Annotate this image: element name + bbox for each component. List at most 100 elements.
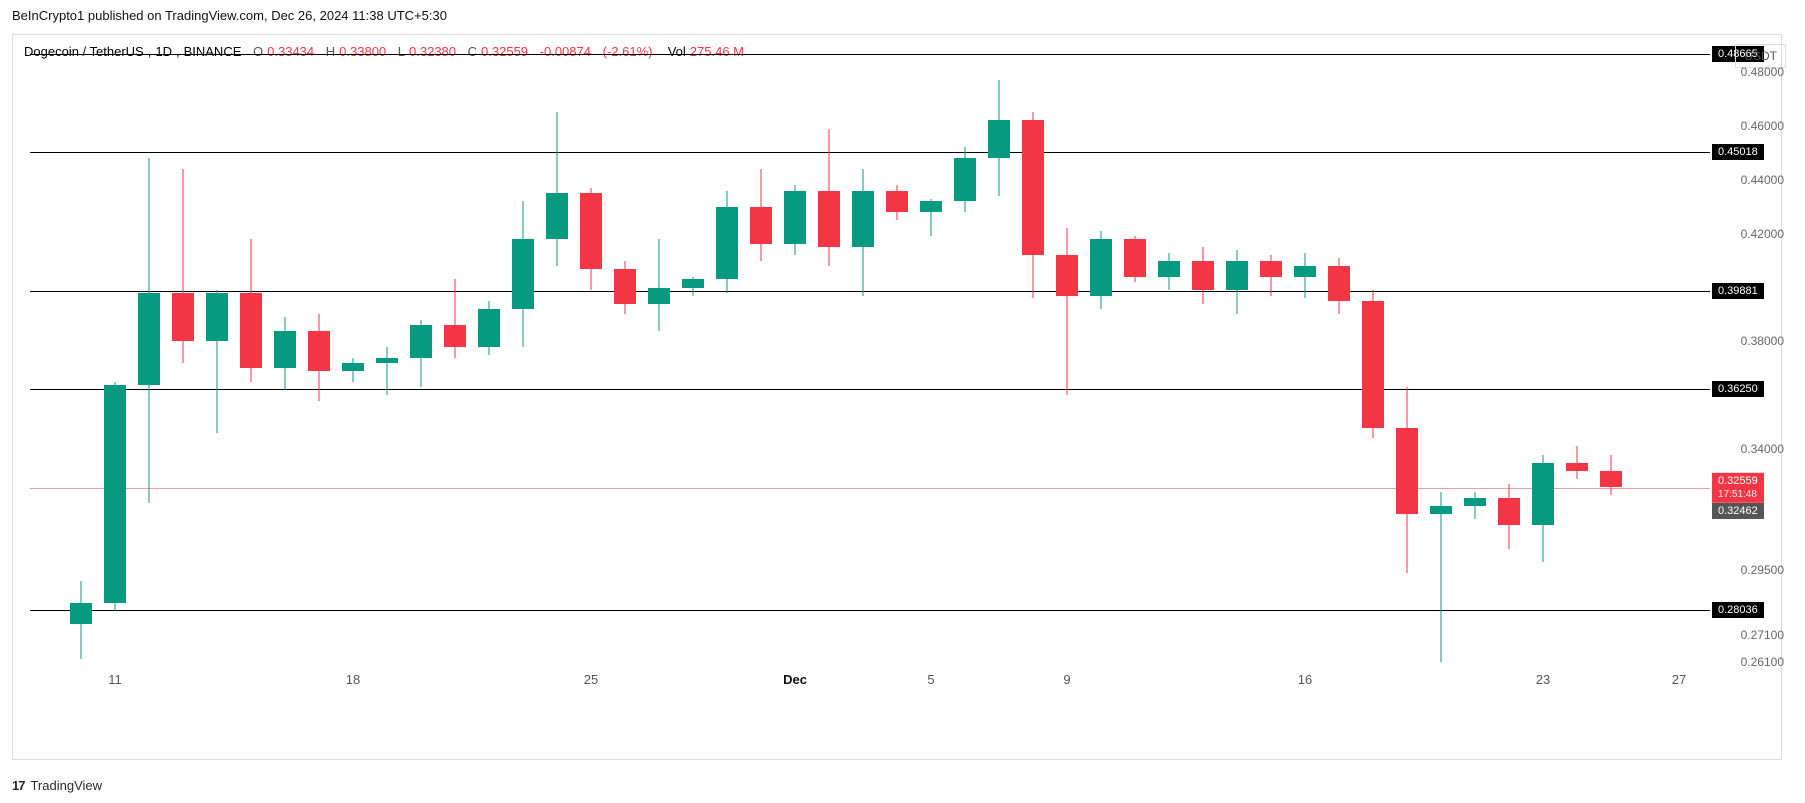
candle[interactable] [614, 72, 636, 662]
y-tick-label: 0.42000 [1741, 227, 1784, 241]
candle[interactable] [580, 72, 602, 662]
candle[interactable] [1430, 72, 1452, 662]
candle[interactable] [1498, 72, 1520, 662]
l-value: 0.32380 [409, 44, 456, 59]
candle[interactable] [648, 72, 670, 662]
y-tick-label: 0.38000 [1741, 334, 1784, 348]
candle[interactable] [206, 72, 228, 662]
x-tick-label: 16 [1298, 672, 1312, 687]
x-tick-label: 11 [108, 672, 122, 687]
candle[interactable] [1464, 72, 1486, 662]
candle[interactable] [1362, 72, 1384, 662]
candle[interactable] [546, 72, 568, 662]
tv-text: TradingView [30, 778, 102, 793]
candle-body [920, 201, 942, 212]
candle[interactable] [682, 72, 704, 662]
candle[interactable] [478, 72, 500, 662]
pair-name: Dogecoin / TetherUS [24, 44, 144, 59]
vol-value: 275.46 M [690, 44, 744, 59]
tv-logo-icon: 17 [12, 778, 24, 793]
candle[interactable] [1056, 72, 1078, 662]
candle[interactable] [1226, 72, 1248, 662]
exchange: BINANCE [184, 44, 242, 59]
y-tick-label: 0.34000 [1741, 442, 1784, 456]
publisher-line: BeInCrypto1 published on TradingView.com… [12, 8, 447, 23]
candle-body [1566, 463, 1588, 471]
y-tick-label: 0.44000 [1741, 173, 1784, 187]
candle-body [512, 239, 534, 309]
symbol-legend: Dogecoin / TetherUS, 1D, BINANCE O0.3343… [24, 44, 744, 59]
y-tick-label: 0.27100 [1741, 628, 1784, 642]
candle[interactable] [1260, 72, 1282, 662]
candle[interactable] [852, 72, 874, 662]
candle[interactable] [716, 72, 738, 662]
candle-body [1294, 266, 1316, 277]
candle-wick [659, 239, 660, 331]
candle-body [1158, 261, 1180, 277]
candle[interactable] [410, 72, 432, 662]
candle-body [988, 120, 1010, 158]
price-level-line [30, 54, 1710, 55]
y-tick-label: 0.26100 [1741, 655, 1784, 669]
candle-body [1396, 428, 1418, 514]
candle-body [852, 191, 874, 248]
chg-pct: (-2.61%) [603, 44, 653, 59]
candle[interactable] [818, 72, 840, 662]
candle-body [886, 191, 908, 213]
candle[interactable] [512, 72, 534, 662]
candle[interactable] [1396, 72, 1418, 662]
candle[interactable] [988, 72, 1010, 662]
candle[interactable] [920, 72, 942, 662]
y-tick-label: 0.46000 [1741, 119, 1784, 133]
candle-body [1056, 255, 1078, 295]
candle-body [1362, 301, 1384, 428]
x-tick-label: 5 [927, 672, 934, 687]
candle-wick [1441, 492, 1442, 662]
candle[interactable] [308, 72, 330, 662]
candle[interactable] [1600, 72, 1622, 662]
x-tick-label: 9 [1063, 672, 1070, 687]
x-tick-label: Dec [783, 672, 807, 687]
candle[interactable] [1192, 72, 1214, 662]
candle[interactable] [1532, 72, 1554, 662]
candle[interactable] [750, 72, 772, 662]
candle[interactable] [1328, 72, 1350, 662]
candle-wick [387, 347, 388, 395]
candle[interactable] [954, 72, 976, 662]
h-label: H [326, 44, 335, 59]
candle-body [818, 191, 840, 248]
interval: 1D [155, 44, 172, 59]
candle[interactable] [70, 72, 92, 662]
candle-body [1192, 261, 1214, 291]
candle-wick [1475, 492, 1476, 519]
candle[interactable] [784, 72, 806, 662]
chart-plot-area[interactable]: 0.486650.450180.398810.362500.280360.325… [30, 72, 1710, 662]
candle-body [1260, 261, 1282, 277]
y-tick-label: 0.48000 [1741, 65, 1784, 79]
candle[interactable] [104, 72, 126, 662]
candle[interactable] [274, 72, 296, 662]
candle-body [1464, 498, 1486, 506]
candle[interactable] [376, 72, 398, 662]
candle[interactable] [1090, 72, 1112, 662]
candle[interactable] [444, 72, 466, 662]
candle-body [954, 158, 976, 201]
candle-body [750, 207, 772, 245]
candle[interactable] [138, 72, 160, 662]
candle[interactable] [342, 72, 364, 662]
candle-body [1226, 261, 1248, 291]
candle[interactable] [1566, 72, 1588, 662]
candle-body [206, 293, 228, 341]
candle-body [444, 325, 466, 347]
candle-body [1532, 463, 1554, 525]
candle[interactable] [240, 72, 262, 662]
candle-body [648, 288, 670, 304]
candle[interactable] [1294, 72, 1316, 662]
candle[interactable] [886, 72, 908, 662]
candle[interactable] [1022, 72, 1044, 662]
candle[interactable] [1124, 72, 1146, 662]
candle[interactable] [1158, 72, 1180, 662]
candle[interactable] [172, 72, 194, 662]
y-axis[interactable]: USDT 0.480000.460000.440000.420000.38000… [1712, 34, 1792, 754]
candle-body [274, 331, 296, 369]
